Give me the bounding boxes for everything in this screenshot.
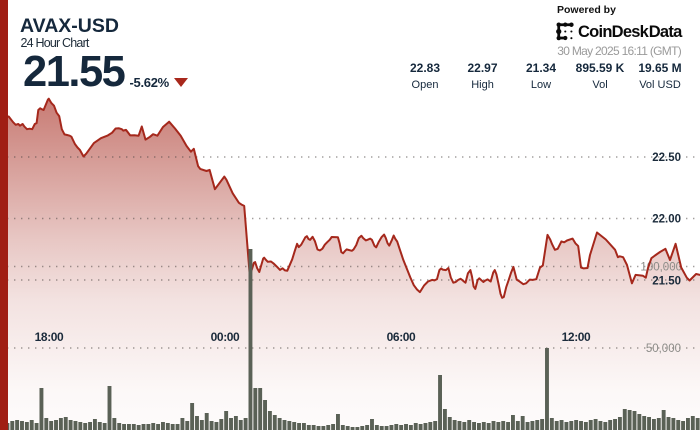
svg-text:100,000: 100,000 xyxy=(640,262,682,274)
svg-text:21.50: 21.50 xyxy=(652,276,681,288)
svg-text:12:00: 12:00 xyxy=(562,330,591,344)
svg-text:22.50: 22.50 xyxy=(652,152,681,164)
svg-text:18:00: 18:00 xyxy=(35,330,64,344)
svg-text:50,000: 50,000 xyxy=(646,343,681,355)
svg-text:00:00: 00:00 xyxy=(211,330,240,344)
svg-text:06:00: 06:00 xyxy=(387,330,416,344)
svg-text:22.00: 22.00 xyxy=(652,214,681,226)
